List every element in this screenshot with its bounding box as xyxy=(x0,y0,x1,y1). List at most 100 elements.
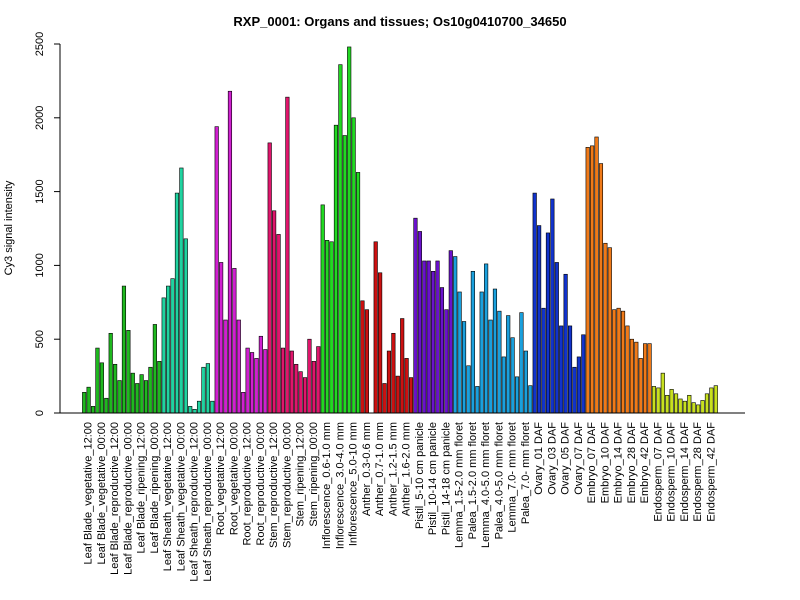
bar xyxy=(267,142,272,414)
bar xyxy=(166,285,171,414)
bar xyxy=(355,172,361,414)
bar xyxy=(545,232,551,414)
x-tick-label: Embryo_07 DAF xyxy=(586,422,598,504)
bar xyxy=(457,291,462,414)
bar xyxy=(625,325,630,414)
bar xyxy=(567,325,573,414)
bar xyxy=(382,383,387,414)
y-tick-label: 1000 xyxy=(34,253,46,277)
x-tick-label: Lemma_4.0-5.0 mm floret xyxy=(480,422,492,548)
bar xyxy=(554,262,559,414)
y-tick-label: 2000 xyxy=(34,106,46,130)
bar xyxy=(612,309,617,414)
x-tick-label: Endosperm_10 DAF xyxy=(666,422,678,522)
x-tick-label: Ovary_01 DAF xyxy=(533,422,545,495)
x-tick-label: Palea_7.0- mm floret xyxy=(520,422,532,524)
x-tick-label: Pistil_14-18 cm panicle xyxy=(440,422,452,535)
x-tick-label: Ovary_05 DAF xyxy=(560,422,572,495)
bars xyxy=(60,46,745,414)
bar xyxy=(192,409,197,414)
bar xyxy=(687,394,692,414)
bar xyxy=(263,349,268,414)
x-tick-label: Root_reproductive_12:00 xyxy=(242,422,254,546)
x-tick-label: Stem_reproductive_00:00 xyxy=(281,422,293,548)
bar xyxy=(506,315,511,414)
bar xyxy=(360,300,365,414)
x-tick-label: Inflorescence_3.0-4.0 mm xyxy=(334,422,346,549)
y-tick-label: 2500 xyxy=(34,32,46,56)
bar xyxy=(426,260,431,414)
bar xyxy=(598,163,604,414)
x-tick-label: Leaf Sheath_reproductive_00:00 xyxy=(202,422,214,582)
x-tick-label: Embryo_10 DAF xyxy=(599,422,611,504)
bar xyxy=(528,385,533,414)
bar xyxy=(638,358,643,414)
x-tick-label: Stem_ripening_00:00 xyxy=(308,422,320,527)
bar xyxy=(121,285,127,414)
bar xyxy=(196,400,202,414)
x-tick-label: Root_vegetative_12:00 xyxy=(215,422,227,535)
bar xyxy=(188,406,193,414)
bar xyxy=(329,241,334,414)
bar xyxy=(492,288,498,414)
bar xyxy=(227,90,233,414)
bar xyxy=(117,380,122,414)
bar xyxy=(501,356,506,414)
bar xyxy=(285,96,290,414)
bar xyxy=(616,307,621,414)
bar xyxy=(130,372,135,414)
bar xyxy=(316,346,321,414)
bar xyxy=(673,393,679,414)
bar xyxy=(448,250,453,414)
bar xyxy=(99,362,104,414)
bar xyxy=(245,347,250,414)
bar xyxy=(113,363,118,414)
bar xyxy=(325,240,330,414)
bar xyxy=(276,234,281,414)
bar xyxy=(422,260,427,414)
y-axis: 0 500 1000 1500 2000 2500 xyxy=(34,32,61,416)
bar xyxy=(386,350,392,414)
x-tick-label: Stem_reproductive_12:00 xyxy=(268,422,280,548)
x-tick-label: Palea_4.0-5.0 mm floret xyxy=(493,422,505,539)
bar xyxy=(523,350,528,414)
bar xyxy=(294,363,299,414)
bar xyxy=(148,366,153,414)
bar xyxy=(665,394,670,414)
bar xyxy=(713,385,718,414)
x-axis: Leaf Blade_vegetative_12:00 Leaf Blade_ve… xyxy=(83,422,718,582)
x-tick-label: Endosperm_42 DAF xyxy=(705,422,717,522)
bar xyxy=(439,287,445,414)
x-tick-label: Endosperm_14 DAF xyxy=(679,422,691,522)
x-tick-label: Anther_0.7-1.0 mm xyxy=(374,422,386,516)
x-tick-label: Leaf Blade_vegetative_12:00 xyxy=(83,422,95,565)
bar xyxy=(475,386,480,414)
x-tick-label: Anther_1.6-2.0 mm xyxy=(401,422,413,516)
bar xyxy=(497,310,502,414)
bar xyxy=(338,64,343,414)
bar xyxy=(461,321,467,414)
bar xyxy=(378,272,383,414)
bar xyxy=(219,262,224,414)
bar xyxy=(431,270,436,414)
x-tick-label: Stem_ripening_12:00 xyxy=(295,422,307,527)
x-tick-label: Palea_1.5-2.0 mm floret xyxy=(467,422,479,539)
x-tick-label: Pistil_10-14 cm panicle xyxy=(427,422,439,535)
bar xyxy=(682,400,687,414)
bar xyxy=(594,136,599,414)
x-tick-label: Ovary_07 DAF xyxy=(573,422,585,495)
bar xyxy=(108,332,113,414)
x-tick-label: Lemma_1.5-2.0 mm floret xyxy=(454,422,466,548)
bar xyxy=(241,392,246,414)
bar xyxy=(417,231,422,414)
bar xyxy=(634,341,639,414)
bar xyxy=(629,338,634,414)
bar xyxy=(590,145,595,414)
chart-title: RXP_0001: Organs and tissues; Os10g04107… xyxy=(233,14,566,29)
bar xyxy=(320,204,325,414)
bar xyxy=(183,238,188,414)
x-tick-label: Embryo_28 DAF xyxy=(626,422,638,504)
x-tick-label: Anther_0.3-0.6 mm xyxy=(361,422,373,516)
bar xyxy=(302,377,308,414)
bar xyxy=(537,225,542,414)
